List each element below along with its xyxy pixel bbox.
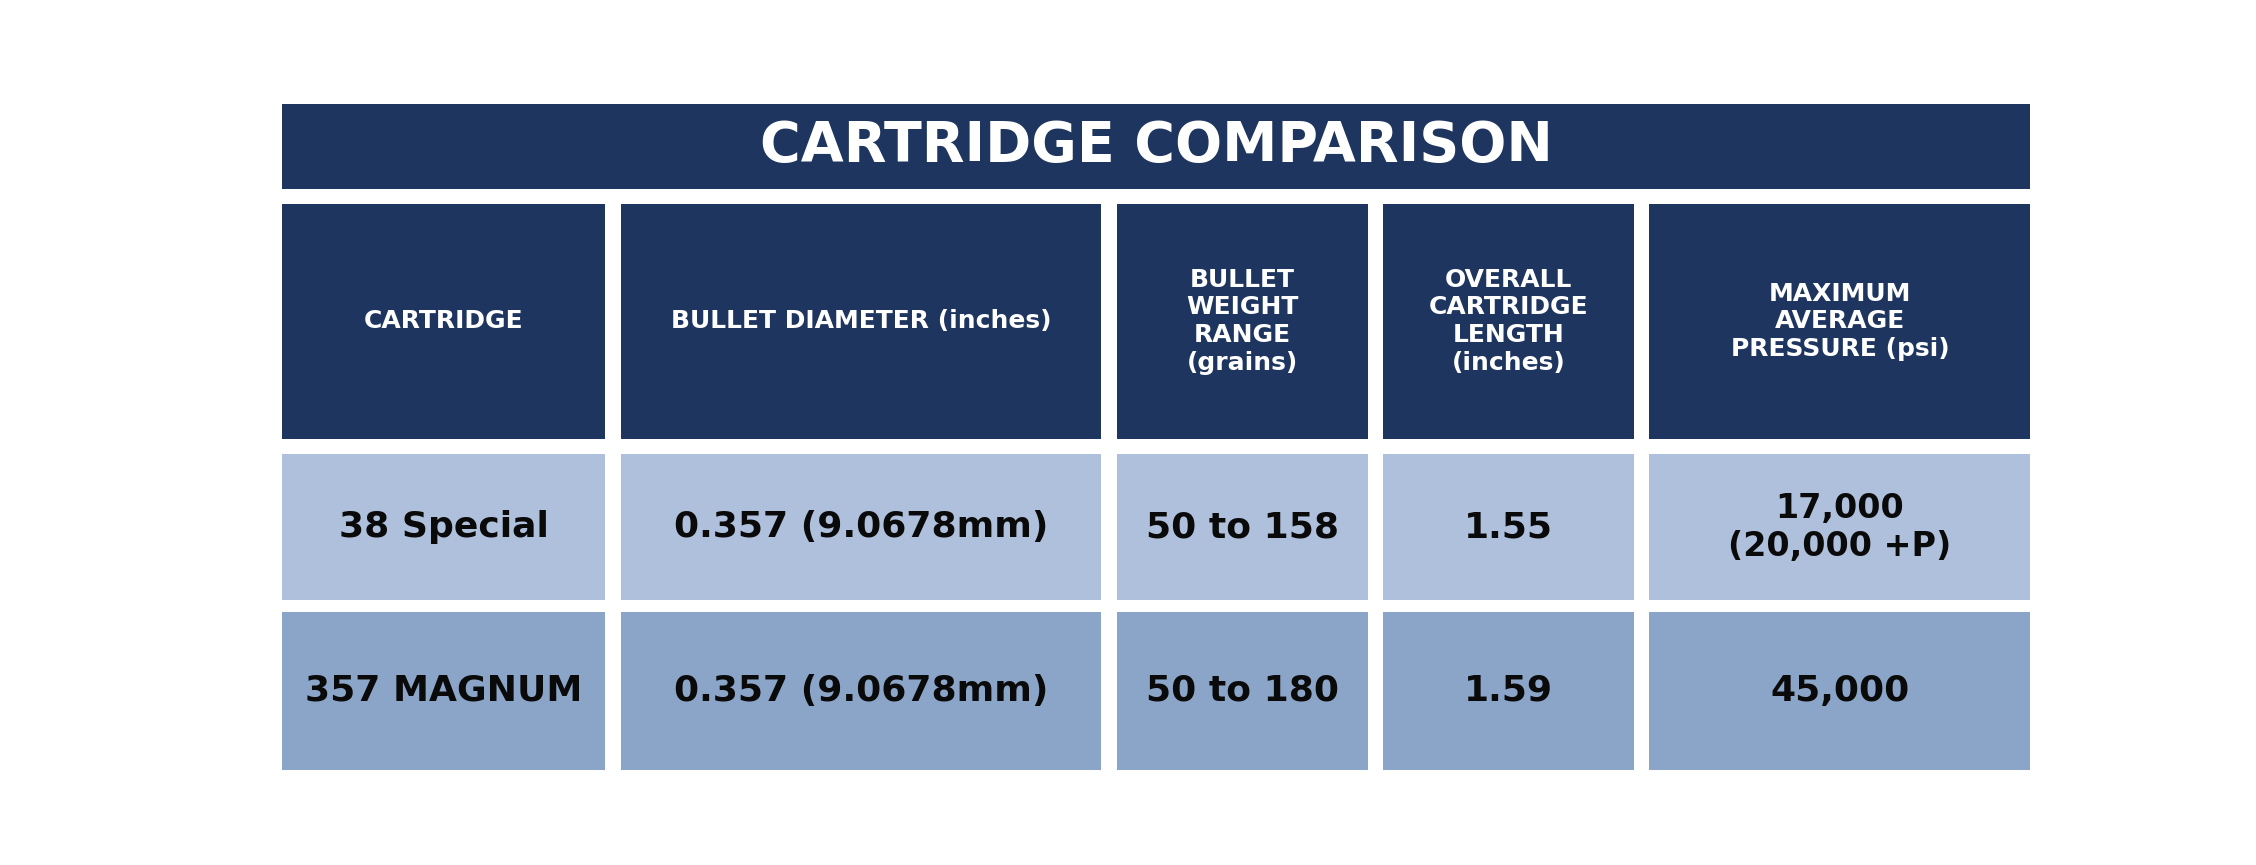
Text: 1.59: 1.59 (1464, 674, 1552, 708)
Bar (1117, 454, 1367, 600)
Text: OVERALL
CARTRIDGE
LENGTH
(inches): OVERALL CARTRIDGE LENGTH (inches) (1428, 267, 1588, 375)
Text: 45,000: 45,000 (1771, 674, 1909, 708)
Text: 357 MAGNUM: 357 MAGNUM (305, 674, 582, 708)
Bar (1117, 612, 1367, 770)
Text: CARTRIDGE COMPARISON: CARTRIDGE COMPARISON (760, 119, 1552, 173)
Bar (620, 454, 1101, 600)
Bar (1383, 454, 1633, 600)
Bar (1383, 204, 1633, 439)
Text: 50 to 180: 50 to 180 (1146, 674, 1338, 708)
Text: BULLET DIAMETER (inches): BULLET DIAMETER (inches) (670, 310, 1051, 333)
Text: 0.357 (9.0678mm): 0.357 (9.0678mm) (675, 674, 1049, 708)
Bar (282, 104, 2030, 189)
Bar (1649, 204, 2030, 439)
Bar (1383, 612, 1633, 770)
Text: MAXIMUM
AVERAGE
PRESSURE (psi): MAXIMUM AVERAGE PRESSURE (psi) (1730, 281, 1949, 361)
Bar (282, 454, 605, 600)
Text: 0.357 (9.0678mm): 0.357 (9.0678mm) (675, 510, 1049, 544)
Bar (1117, 204, 1367, 439)
Bar (620, 612, 1101, 770)
Bar (1649, 454, 2030, 600)
Bar (620, 204, 1101, 439)
Text: BULLET
WEIGHT
RANGE
(grains): BULLET WEIGHT RANGE (grains) (1187, 267, 1299, 375)
Text: 38 Special: 38 Special (338, 510, 548, 544)
Text: 50 to 158: 50 to 158 (1146, 510, 1338, 544)
Text: CARTRIDGE: CARTRIDGE (363, 310, 523, 333)
Bar (1649, 612, 2030, 770)
Bar (282, 204, 605, 439)
Text: 17,000
(20,000 +P): 17,000 (20,000 +P) (1728, 491, 1951, 563)
Text: 1.55: 1.55 (1464, 510, 1552, 544)
Bar (282, 612, 605, 770)
